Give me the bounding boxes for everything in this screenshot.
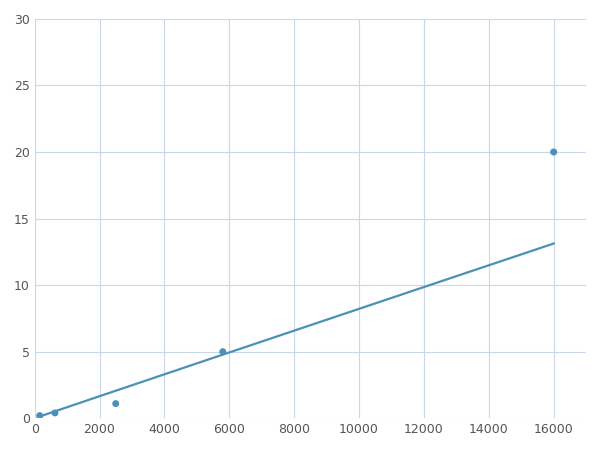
Point (111, 400, 121, 407)
Point (218, 348, 227, 356)
Point (549, 148, 559, 156)
Point (35, 412, 44, 419)
Point (50, 410, 60, 417)
